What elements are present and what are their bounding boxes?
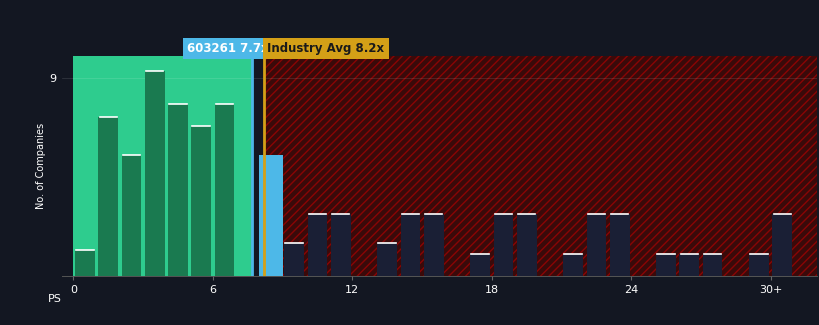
Bar xyxy=(586,214,605,276)
Bar xyxy=(609,214,629,276)
Bar xyxy=(771,214,791,276)
Bar xyxy=(563,254,582,276)
Bar xyxy=(73,56,252,276)
Bar xyxy=(655,254,675,276)
Bar xyxy=(264,56,817,276)
Bar xyxy=(702,254,722,276)
Bar xyxy=(284,243,304,276)
Bar xyxy=(215,104,234,276)
Bar xyxy=(191,126,210,276)
Bar xyxy=(516,214,536,276)
Bar xyxy=(679,254,699,276)
Bar xyxy=(423,214,443,276)
Text: 603261 7.7x: 603261 7.7x xyxy=(187,42,269,55)
Bar xyxy=(493,214,513,276)
Bar xyxy=(259,155,283,276)
Bar xyxy=(307,214,327,276)
Bar xyxy=(377,243,396,276)
Bar xyxy=(400,214,420,276)
Text: Industry Avg 8.2x: Industry Avg 8.2x xyxy=(267,42,384,55)
Y-axis label: No. of Companies: No. of Companies xyxy=(35,123,46,209)
Bar xyxy=(75,250,95,276)
Bar xyxy=(749,254,768,276)
Bar xyxy=(264,56,817,276)
Bar xyxy=(98,117,118,276)
Bar xyxy=(168,104,188,276)
Bar xyxy=(121,155,141,276)
Text: PS: PS xyxy=(48,293,61,304)
Bar xyxy=(330,214,351,276)
Bar xyxy=(145,71,165,276)
Bar xyxy=(470,254,490,276)
